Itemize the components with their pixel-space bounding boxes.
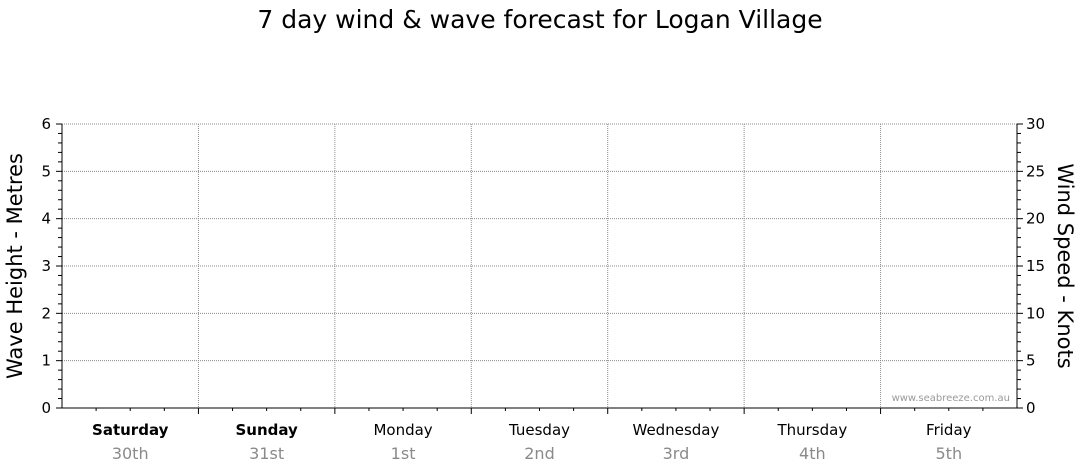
- day-labels: Saturday 30th Sunday 31st Monday 1st Tuesday 2n…: [92, 421, 972, 463]
- left-tick-label: 4: [41, 210, 51, 228]
- right-tick-label: 25: [1026, 162, 1045, 180]
- day-name-label: Sunday: [235, 421, 298, 439]
- day-name-label: Monday: [373, 421, 432, 439]
- day-name-label: Saturday: [92, 421, 169, 439]
- day-date-label: 5th: [935, 444, 962, 463]
- left-tick-label: 0: [41, 399, 51, 417]
- right-tick-label: 10: [1026, 304, 1045, 322]
- day-name-label: Wednesday: [633, 421, 720, 439]
- day-date-label: 3rd: [663, 444, 690, 463]
- left-axis-ticks: 0 1 2 3 4 5 6: [41, 115, 62, 417]
- right-axis-ticks: 0 5 10 15 20 25 30: [1017, 115, 1045, 417]
- right-axis-title: Wind Speed - Knots: [1053, 163, 1077, 368]
- day-date-label: 30th: [112, 444, 149, 463]
- left-axis-title: Wave Height - Metres: [3, 153, 27, 379]
- axes: [61, 124, 1018, 414]
- day-name-label: Thursday: [776, 421, 847, 439]
- right-tick-label: 20: [1026, 210, 1045, 228]
- left-tick-label: 1: [41, 352, 51, 370]
- right-tick-label: 5: [1026, 352, 1036, 370]
- left-tick-label: 6: [41, 115, 51, 133]
- day-name-label: Tuesday: [508, 421, 570, 439]
- day-date-label: 31st: [249, 444, 284, 463]
- right-tick-label: 0: [1026, 399, 1036, 417]
- grid-lines: [62, 123, 1017, 408]
- left-tick-label: 3: [41, 257, 51, 275]
- left-tick-label: 5: [41, 162, 51, 180]
- day-name-label: Friday: [926, 421, 972, 439]
- left-tick-label: 2: [41, 304, 51, 322]
- right-tick-label: 30: [1026, 115, 1045, 133]
- chart-title: 7 day wind & wave forecast for Logan Vil…: [257, 5, 823, 34]
- day-date-label: 1st: [391, 444, 416, 463]
- right-tick-label: 15: [1026, 257, 1045, 275]
- watermark: www.seabreeze.com.au: [892, 393, 1010, 404]
- day-date-label: 2nd: [524, 444, 554, 463]
- day-date-label: 4th: [799, 444, 826, 463]
